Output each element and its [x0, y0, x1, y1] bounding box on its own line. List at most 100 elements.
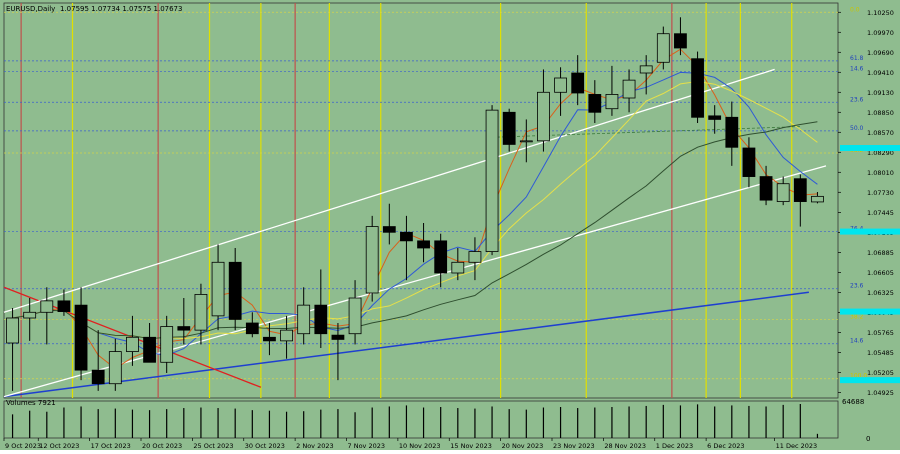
candle-body — [605, 94, 619, 110]
volume-zero-label: 0 — [866, 435, 870, 443]
time-tick-label: 7 Nov 2023 — [348, 442, 386, 450]
symbol-label: EURUSD,Daily — [6, 5, 55, 13]
candle-body — [74, 304, 88, 371]
price-level-highlight — [840, 145, 900, 151]
candle-body — [108, 351, 122, 385]
time-tick-label: 17 Oct 2023 — [91, 442, 131, 450]
candle-body — [417, 240, 430, 249]
time-tick-label: 20 Oct 2023 — [142, 442, 182, 450]
price-tick-label: 1.05765 — [867, 329, 894, 337]
fib-level-label: 38.2 — [850, 313, 864, 320]
price-tick-label: 1.09690 — [867, 49, 894, 57]
candle-body — [451, 261, 465, 274]
candle-body — [40, 300, 54, 313]
candle-body — [742, 147, 756, 177]
time-tick-label: 9 Oct 2023 — [5, 442, 41, 450]
candle-body — [228, 261, 242, 320]
price-axis: 1.10250 1.09970 1.09690 1.09410 1.09130 1.088… — [838, 9, 900, 397]
price-level-highlight — [840, 308, 900, 315]
price-tick-label: 1.04925 — [867, 389, 894, 397]
candle-body — [656, 33, 670, 63]
candle-body — [691, 58, 704, 118]
candle-body — [194, 294, 208, 331]
fib-level-label: 14.6 — [850, 338, 864, 345]
candle-body — [468, 251, 482, 263]
candle-body — [519, 140, 533, 143]
price-tick-label: 1.08850 — [867, 109, 894, 117]
volume-label: Volumes 7921 — [6, 399, 56, 407]
candle-body — [160, 326, 174, 363]
candle-body — [382, 226, 396, 233]
candle-body — [434, 240, 448, 274]
price-tick-label: 1.08570 — [867, 129, 894, 137]
candle-body — [811, 195, 824, 203]
candle-body — [143, 336, 156, 363]
fib-level-label: 14.6 — [850, 66, 864, 73]
volume-panel — [3, 400, 839, 439]
candle-body — [263, 336, 276, 342]
candle-body — [485, 109, 499, 252]
candle-body — [588, 94, 602, 113]
candle-body — [348, 297, 362, 335]
time-tick-label: 20 Nov 2023 — [502, 442, 544, 450]
fib-level-label: 0.0 — [850, 6, 860, 13]
time-tick-label: 1 Dec 2023 — [656, 442, 693, 450]
candle-body — [177, 326, 191, 331]
candle-body — [708, 115, 722, 120]
price-level-highlight — [840, 228, 900, 235]
fib-level-label: 50.0 — [850, 125, 864, 132]
candle-body — [554, 77, 567, 93]
price-level-highlight — [840, 377, 900, 384]
candle-body — [365, 226, 379, 294]
ohlc-readout: 1.07595 1.07734 1.07575 1.07673 — [60, 5, 182, 13]
fib-level-label: 23.6 — [850, 283, 864, 290]
candle-body — [91, 369, 105, 385]
time-tick-label: 10 Nov 2023 — [399, 442, 441, 450]
candle-body — [793, 178, 807, 202]
price-tick-label: 1.07730 — [867, 189, 894, 197]
price-tick-label: 1.06885 — [867, 249, 894, 257]
candle-body — [211, 261, 225, 317]
candle-body — [400, 231, 413, 242]
candle-body — [622, 79, 636, 99]
candle-body — [6, 317, 19, 344]
candle-body — [674, 33, 687, 49]
candle-body — [776, 183, 790, 202]
candle-body — [280, 329, 293, 342]
candle-body — [57, 300, 71, 312]
plot-frame — [3, 2, 839, 399]
time-tick-label: 23 Nov 2023 — [553, 442, 595, 450]
price-tick-label: 1.09130 — [867, 89, 894, 97]
level-lines: 0.014.623.638.250.061.876.423.638.214.61… — [4, 6, 867, 380]
fib-level-label: 100.0 — [850, 373, 867, 380]
candle-body — [331, 334, 345, 340]
time-tick-label: 28 Nov 2023 — [604, 442, 646, 450]
price-tick-label: 1.09410 — [867, 69, 894, 77]
price-tick-label: 1.06325 — [867, 289, 894, 297]
fib-level-label: 23.6 — [850, 96, 864, 103]
candles — [6, 17, 824, 391]
candle-body — [297, 304, 311, 335]
time-tick-label: 6 Dec 2023 — [707, 442, 744, 450]
price-tick-label: 1.10250 — [867, 9, 894, 17]
time-tick-label: 12 Oct 2023 — [39, 442, 79, 450]
candle-body — [759, 176, 773, 201]
price-tick-label: 1.09970 — [867, 29, 894, 37]
blue-support-trendline — [3, 291, 809, 398]
time-tick-label: 30 Oct 2023 — [245, 442, 285, 450]
price-tick-label: 1.08290 — [867, 149, 894, 157]
price-tick-label: 1.08010 — [867, 169, 894, 177]
white-channel-upper — [3, 68, 775, 313]
time-tick-label: 15 Nov 2023 — [450, 442, 492, 450]
time-tick-label: 2 Nov 2023 — [296, 442, 334, 450]
candle-body — [126, 336, 139, 352]
white-channel-lower — [3, 165, 827, 398]
candle-body — [245, 322, 259, 335]
candle-body — [537, 91, 550, 142]
candle-body — [23, 311, 37, 319]
volume-frame — [3, 400, 839, 439]
time-tick-label: 25 Oct 2023 — [193, 442, 233, 450]
